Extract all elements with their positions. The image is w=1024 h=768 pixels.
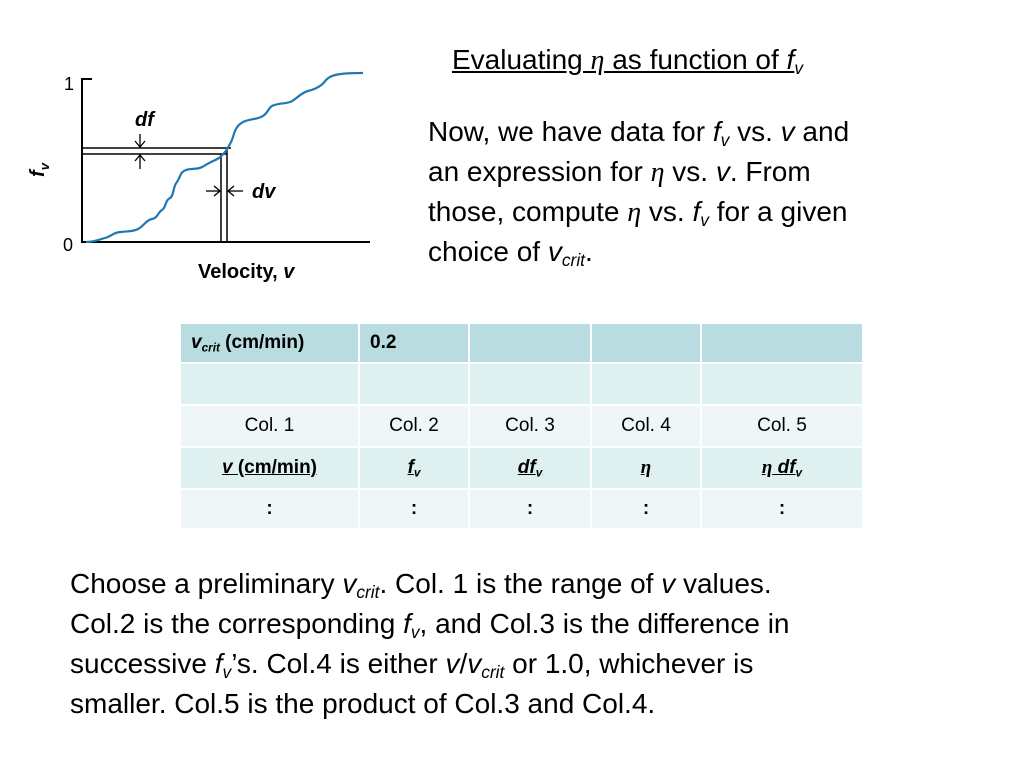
slide-title: Evaluating η as function of fv: [452, 44, 804, 78]
eta-symbol: η: [590, 45, 605, 76]
col-label: Col. 3: [469, 405, 592, 448]
qty-cell: dfv: [469, 447, 592, 490]
ellipsis-cell: :: [469, 489, 592, 530]
para-line: Choose a preliminary vcrit. Col. 1 is th…: [70, 568, 772, 602]
table-cell: [469, 324, 592, 364]
dv-arrow-right: [206, 185, 222, 197]
qty-cell: fv: [359, 447, 470, 490]
table-cell: [469, 363, 592, 406]
table-row-empty: [181, 363, 862, 406]
df-arrow-down: [134, 134, 146, 149]
table-row-quantities: v (cm/min) fv dfv η η dfv: [181, 447, 862, 490]
table-header-row: vcrit (cm/min) 0.2: [181, 324, 862, 364]
table-row-ellipsis: : : : : :: [181, 489, 862, 530]
col-label: Col. 2: [359, 405, 470, 448]
figure-svg: 1 0 fv Velocity, v df: [27, 71, 370, 283]
table-cell: [181, 363, 360, 406]
table-cell: [359, 363, 470, 406]
ellipsis-cell: :: [181, 489, 360, 530]
cumulative-curve: [85, 71, 364, 244]
col-label: Col. 5: [701, 405, 862, 448]
table-cell: [701, 363, 862, 406]
calculation-table: vcrit (cm/min) 0.2 Col. 1 Col. 2 Col. 3 …: [181, 324, 862, 530]
df-arrow-up: [134, 153, 146, 169]
cumulative-velocity-figure: 1 0 fv Velocity, v df: [27, 66, 378, 286]
table-row-col-labels: Col. 1 Col. 2 Col. 3 Col. 4 Col. 5: [181, 405, 862, 448]
intro-paragraph: Now, we have data for fv vs. v and an ex…: [428, 112, 968, 272]
df-label: df: [135, 109, 156, 131]
table-cell: [591, 324, 702, 364]
dv-label: dv: [252, 181, 277, 203]
table-cell: [701, 324, 862, 364]
intro-line: an expression for η vs. v. From: [428, 156, 811, 188]
dv-arrow-left: [226, 185, 243, 197]
explanation-paragraph: Choose a preliminary vcrit. Col. 1 is th…: [70, 564, 970, 724]
ellipsis-cell: :: [359, 489, 470, 530]
para-line: smaller. Col.5 is the product of Col.3 a…: [70, 688, 656, 719]
y-tick-label-zero: 0: [63, 235, 73, 255]
table-cell: [591, 363, 702, 406]
para-line: successive fv’s. Col.4 is either v/vcrit…: [70, 648, 754, 682]
vcrit-value-cell: 0.2: [359, 324, 470, 364]
ellipsis-cell: :: [591, 489, 702, 530]
qty-cell: η dfv: [701, 447, 862, 490]
qty-cell: v (cm/min): [181, 447, 360, 490]
para-line: Col.2 is the corresponding fv, and Col.3…: [70, 608, 790, 642]
intro-line: Now, we have data for fv vs. v and: [428, 116, 850, 150]
ellipsis-cell: :: [701, 489, 862, 530]
x-axis-label: Velocity, v: [198, 261, 296, 283]
vcrit-label-cell: vcrit (cm/min): [181, 324, 360, 364]
y-axis-label: fv: [27, 162, 52, 177]
qty-cell: η: [591, 447, 702, 490]
col-label: Col. 1: [181, 405, 360, 448]
intro-line: choice of vcrit.: [428, 236, 593, 270]
y-tick-label-top: 1: [64, 74, 74, 94]
col-label: Col. 4: [591, 405, 702, 448]
intro-line: those, compute η vs. fv for a given: [428, 196, 848, 230]
